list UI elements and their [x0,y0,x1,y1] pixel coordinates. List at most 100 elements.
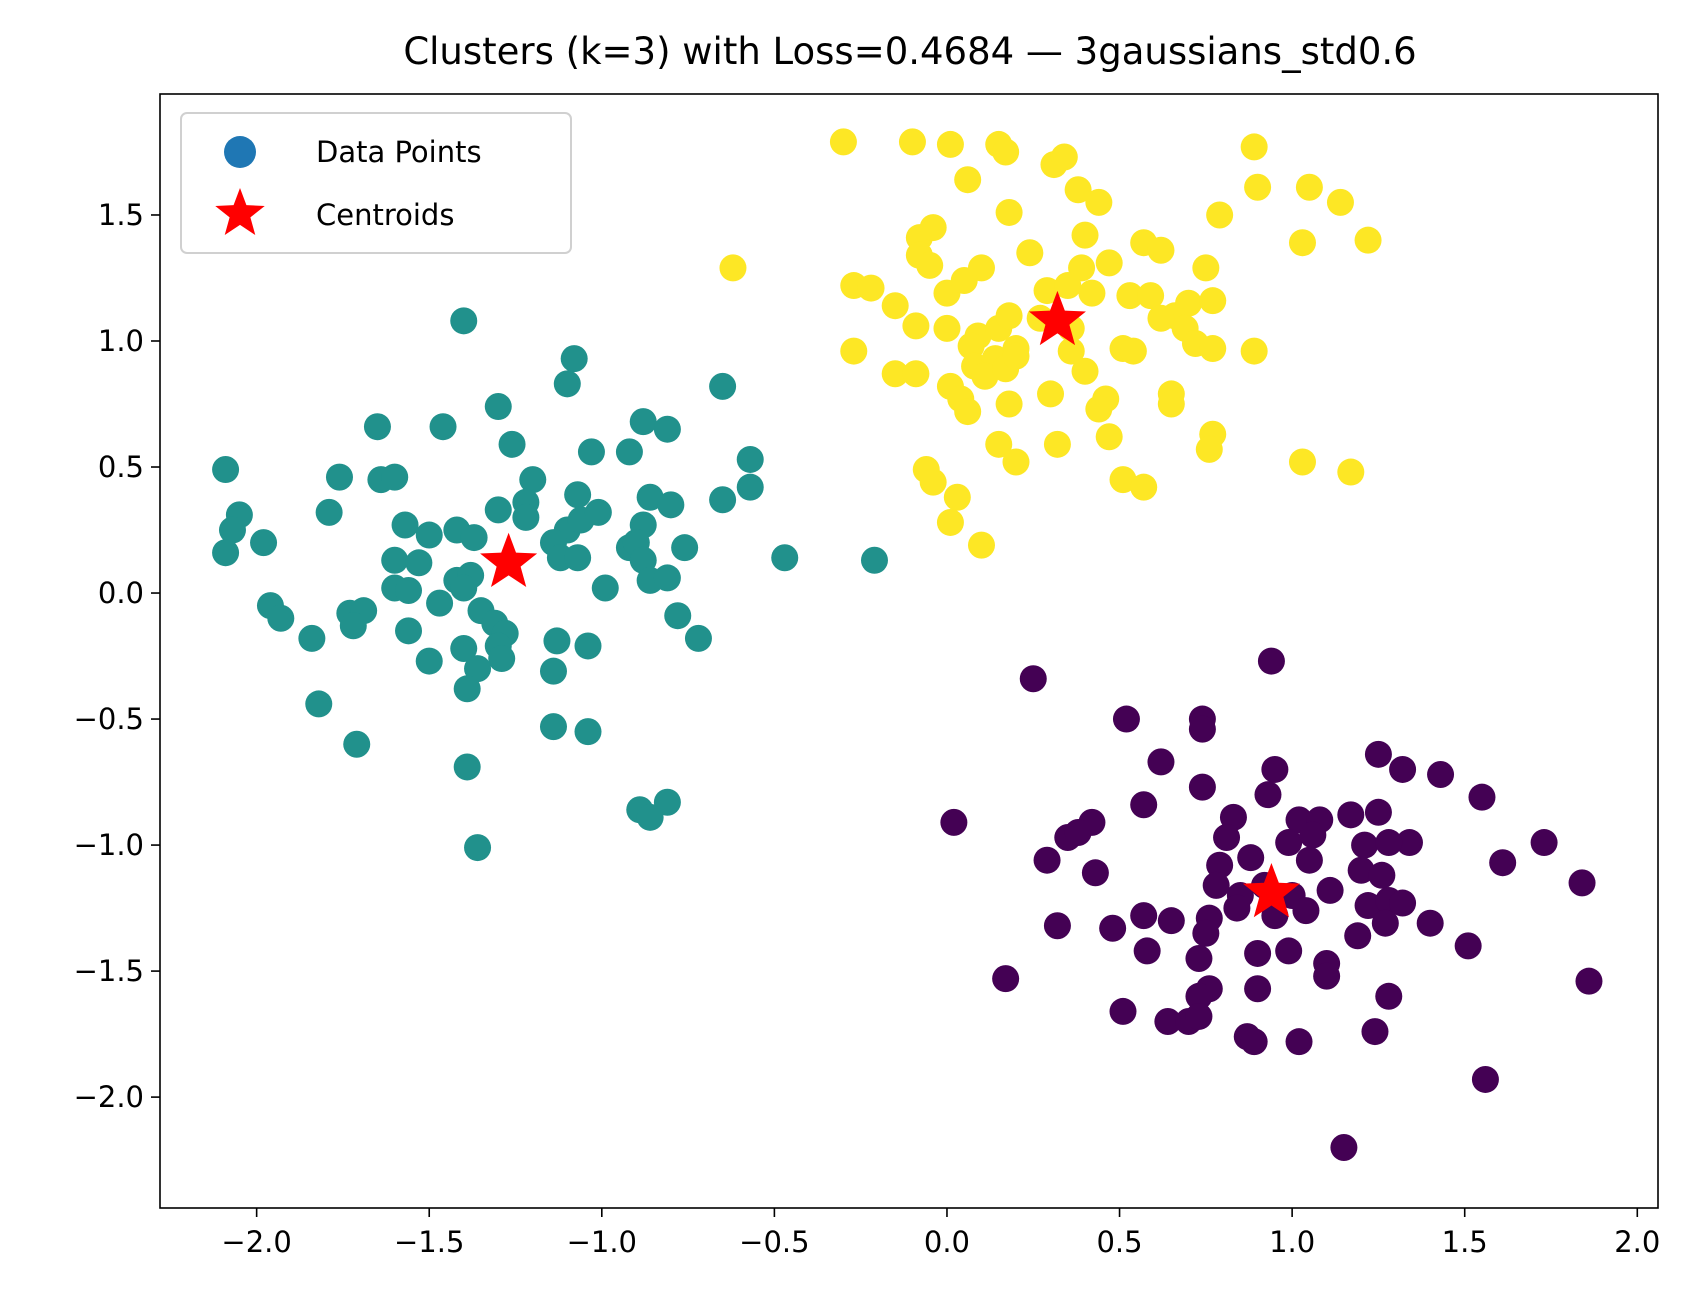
data-point-cluster-2 [1085,188,1113,216]
data-point-cluster-2 [1326,188,1354,216]
centroid-star-0 [1242,862,1300,918]
data-point-cluster-2 [1147,236,1175,264]
data-point-cluster-0 [1427,761,1455,788]
data-point-cluster-2 [985,430,1013,458]
data-point-cluster-2 [1175,289,1203,317]
data-point-cluster-0 [1347,856,1375,884]
data-point-cluster-2 [1157,390,1185,418]
data-point-cluster-0 [1237,844,1265,872]
data-point-cluster-2 [971,362,999,390]
y-tick-label: −1.0 [74,828,144,862]
data-point-cluster-2 [919,468,947,496]
data-point-cluster-0 [940,808,968,836]
data-point-cluster-1 [584,498,612,526]
data-point-cluster-1 [298,624,326,652]
data-point-cluster-1 [629,408,657,436]
data-point-cluster-0 [1344,922,1372,950]
data-point-cluster-0 [1468,783,1496,811]
data-point-cluster-1 [267,604,295,632]
data-point-cluster-0 [1257,647,1285,675]
data-point-cluster-0 [1364,798,1392,826]
data-point-cluster-2 [1354,226,1382,254]
data-point-cluster-2 [995,390,1023,418]
data-point-cluster-2 [1119,337,1147,365]
y-tick-label: 0.0 [98,576,144,610]
data-point-cluster-0 [1261,755,1289,783]
data-point-cluster-0 [1240,1028,1268,1056]
data-point-cluster-0 [1244,975,1272,1003]
data-point-cluster-0 [1351,831,1379,859]
data-point-cluster-1 [415,521,443,549]
data-point-cluster-0 [1033,846,1061,874]
data-point-cluster-2 [1037,380,1065,408]
data-point-cluster-1 [381,463,409,491]
data-point-cluster-1 [415,647,443,675]
data-point-cluster-2 [1095,249,1123,277]
data-point-cluster-1 [543,627,571,655]
data-point-cluster-0 [1371,909,1399,937]
data-point-cluster-2 [919,214,947,242]
data-point-cluster-2 [1337,458,1365,486]
data-point-cluster-2 [1240,337,1268,365]
data-point-cluster-1 [453,753,481,781]
data-point-cluster-2 [1016,239,1044,267]
data-point-cluster-2 [1116,282,1144,310]
plot-area [159,93,1659,1209]
data-point-cluster-2 [1095,423,1123,451]
data-point-cluster-1 [339,612,367,640]
data-point-cluster-0 [1364,740,1392,768]
data-point-cluster-1 [395,617,423,645]
chart-title: Clusters (k=3) with Loss=0.4684 — 3gauss… [403,30,1416,73]
data-point-cluster-1 [429,413,457,441]
data-point-cluster-1 [315,498,343,526]
data-point-cluster-0 [1019,665,1047,693]
data-point-cluster-2 [1071,221,1099,249]
data-point-cluster-2 [840,337,868,365]
data-point-cluster-1 [484,496,512,524]
data-point-cluster-1 [395,577,423,605]
data-point-cluster-0 [1109,997,1137,1025]
data-point-cluster-2 [1043,430,1071,458]
data-point-cluster-0 [1202,871,1230,899]
y-axis: −2.0 −1.5 −1.0 −0.5 0.0 0.5 1.0 1.5 [74,198,160,1114]
data-point-cluster-2 [1199,335,1227,363]
data-point-cluster-2 [1085,395,1113,423]
data-point-cluster-2 [857,274,885,302]
data-point-cluster-0 [1147,748,1175,776]
data-point-cluster-0 [1285,1028,1313,1056]
data-point-cluster-0 [1299,821,1327,849]
data-point-cluster-1 [539,713,567,741]
data-point-cluster-2 [1109,466,1137,494]
data-point-cluster-1 [591,574,619,602]
data-point-cluster-0 [1354,892,1382,920]
data-point-cluster-0 [1154,1007,1182,1035]
data-point-cluster-1 [498,430,526,458]
data-point-cluster-0 [1206,851,1234,879]
data-point-cluster-1 [671,534,699,562]
data-point-cluster-0 [1244,939,1272,967]
data-point-cluster-2 [1078,279,1106,307]
data-point-cluster-0 [1130,902,1158,930]
data-point-cluster-0 [1188,715,1216,743]
data-point-cluster-0 [1254,781,1282,809]
data-point-cluster-2 [1057,337,1085,365]
x-tick-label: −1.5 [394,1225,464,1259]
data-point-cluster-0 [1530,829,1558,857]
data-point-cluster-1 [450,307,478,335]
data-point-cluster-1 [553,370,581,398]
data-point-cluster-1 [212,456,240,484]
x-tick-label: −2.0 [221,1225,291,1259]
data-point-cluster-0 [1112,705,1140,733]
data-point-cluster-1 [684,624,712,652]
data-point-cluster-1 [771,544,799,572]
legend-star-icon [215,188,265,236]
data-point-cluster-2 [950,267,978,295]
data-point-cluster-0 [1130,791,1158,819]
data-point-cluster-1 [305,690,333,718]
data-point-cluster-1 [391,511,419,539]
data-point-cluster-1 [564,481,592,509]
x-tick-label: −1.0 [567,1225,637,1259]
data-point-cluster-0 [1389,755,1417,783]
data-point-cluster-0 [1568,869,1596,897]
data-point-cluster-2 [1033,277,1061,305]
